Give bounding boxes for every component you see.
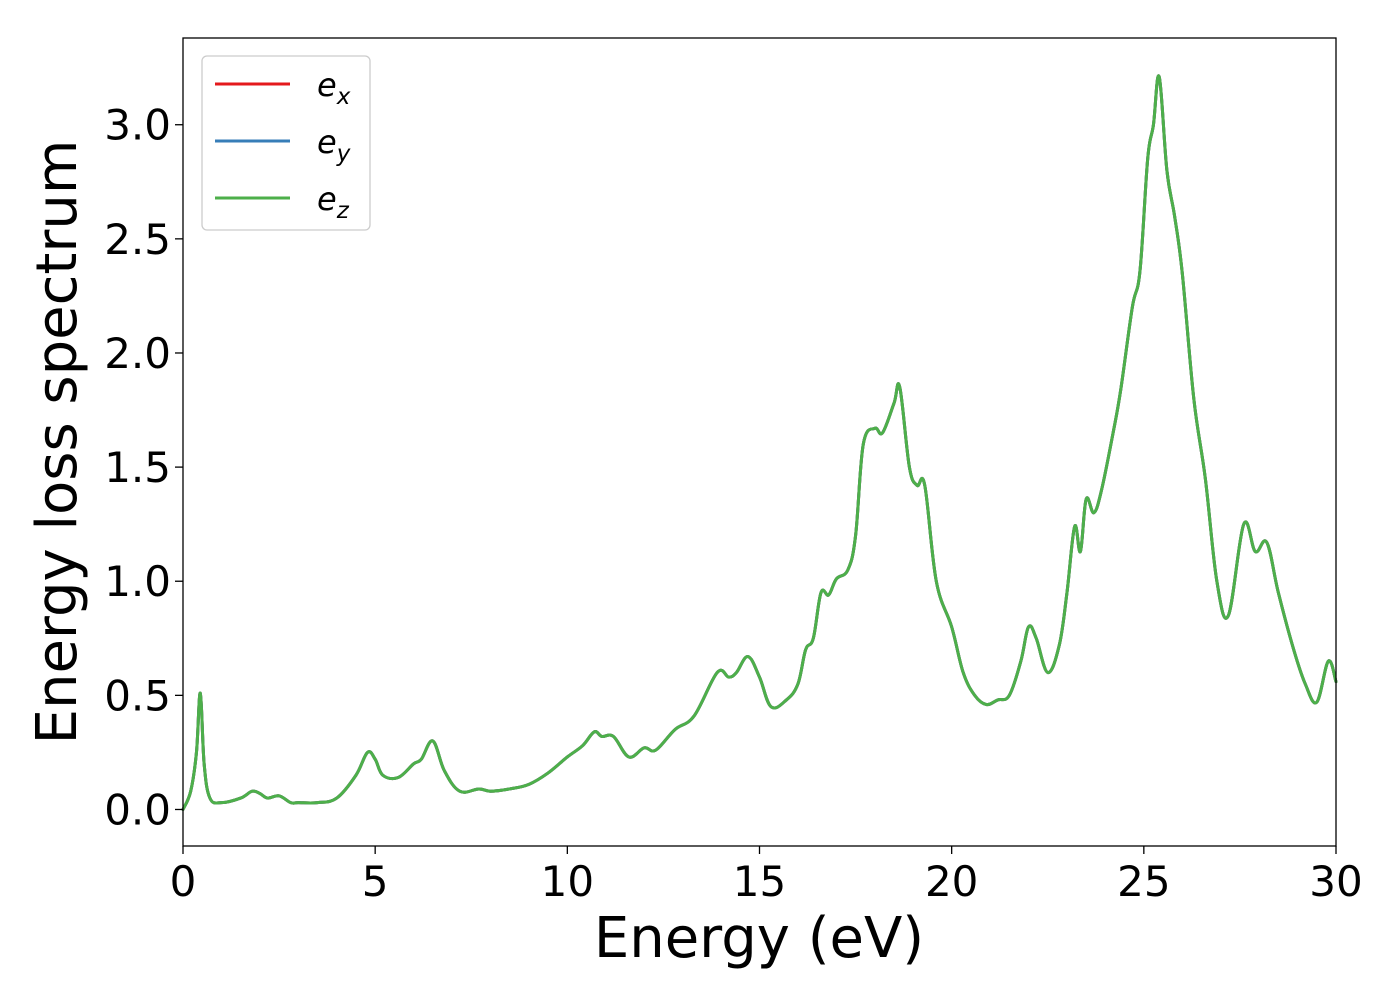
x-tick-label: 15 xyxy=(733,857,786,906)
y-axis-label: Energy loss spectrum xyxy=(25,140,90,745)
legend-label-subscript: y xyxy=(336,141,351,167)
x-tick-label: 0 xyxy=(170,857,197,906)
y-tick-label: 0.0 xyxy=(104,785,171,834)
series-layer xyxy=(181,74,1338,811)
legend-label: ez xyxy=(317,180,350,224)
x-axis: 0 5 10 15 20 25 30 xyxy=(170,846,1363,906)
y-tick-label: 0.5 xyxy=(104,671,171,720)
x-tick-label: 30 xyxy=(1309,857,1362,906)
y-tick-label: 1.5 xyxy=(104,443,171,492)
x-tick-label: 10 xyxy=(541,857,594,906)
legend-label-base: e xyxy=(317,180,337,218)
x-axis-label: Energy (eV) xyxy=(594,906,924,971)
legend-label-base: e xyxy=(317,123,337,161)
series-line-e-z xyxy=(181,74,1338,811)
legend-label: ey xyxy=(317,123,351,167)
y-tick-label: 1.0 xyxy=(104,557,171,606)
legend-label: ex xyxy=(317,66,351,110)
y-tick-label: 3.0 xyxy=(104,101,171,150)
legend-label-subscript: x xyxy=(336,84,351,110)
y-tick-label: 2.5 xyxy=(104,215,171,264)
y-axis: 0.0 0.5 1.0 1.5 2.0 2.5 3.0 xyxy=(104,101,183,834)
legend-label-subscript: z xyxy=(336,198,350,224)
legend-box xyxy=(201,55,371,231)
legend-label-base: e xyxy=(317,66,337,104)
x-tick-label: 20 xyxy=(925,857,978,906)
x-tick-label: 25 xyxy=(1117,857,1170,906)
x-tick-label: 5 xyxy=(362,857,389,906)
y-tick-label: 2.0 xyxy=(104,329,171,378)
